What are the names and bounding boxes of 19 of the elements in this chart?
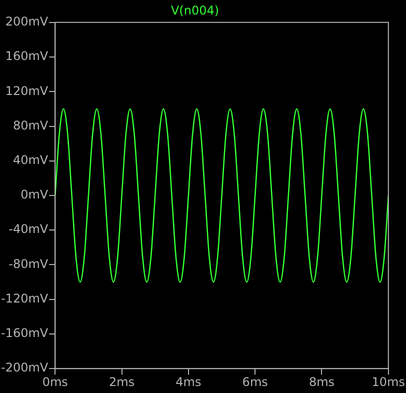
y-tick-label: 80mV: [12, 118, 49, 132]
y-tick-label: -120mV: [0, 291, 49, 306]
x-tick-label: 0ms: [42, 374, 68, 389]
y-tick-label: 160mV: [5, 49, 49, 64]
y-tick-label: -200mV: [0, 360, 49, 375]
y-tick-label: -40mV: [8, 222, 49, 236]
y-tick-label: 200mV: [5, 14, 49, 29]
y-tick-label: 0mV: [20, 188, 49, 202]
x-tick-label: 10ms: [372, 374, 406, 389]
x-tick-label: 6ms: [242, 374, 268, 389]
y-tick-label: -80mV: [8, 256, 49, 271]
y-tick-label: 40mV: [12, 153, 49, 168]
y-tick-label: -160mV: [0, 326, 49, 340]
y-tick-label: 120mV: [5, 84, 49, 98]
line-series: [55, 108, 388, 283]
chart-title: V(n004): [170, 3, 220, 18]
x-tick-label: 2ms: [108, 374, 135, 389]
x-tick-label: 4ms: [176, 374, 202, 389]
x-tick-label: 8ms: [308, 374, 335, 389]
